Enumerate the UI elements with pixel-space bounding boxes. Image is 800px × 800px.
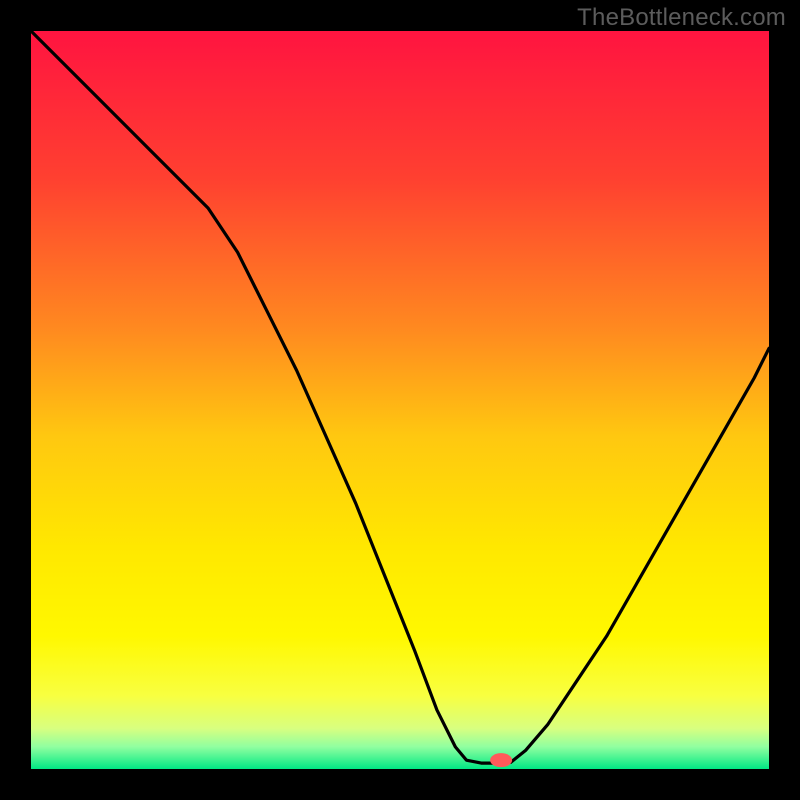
optimal-marker <box>490 753 512 767</box>
chart-frame: TheBottleneck.com <box>0 0 800 800</box>
watermark-text: TheBottleneck.com <box>577 4 786 32</box>
chart-svg <box>31 31 769 769</box>
plot-area <box>31 31 769 769</box>
